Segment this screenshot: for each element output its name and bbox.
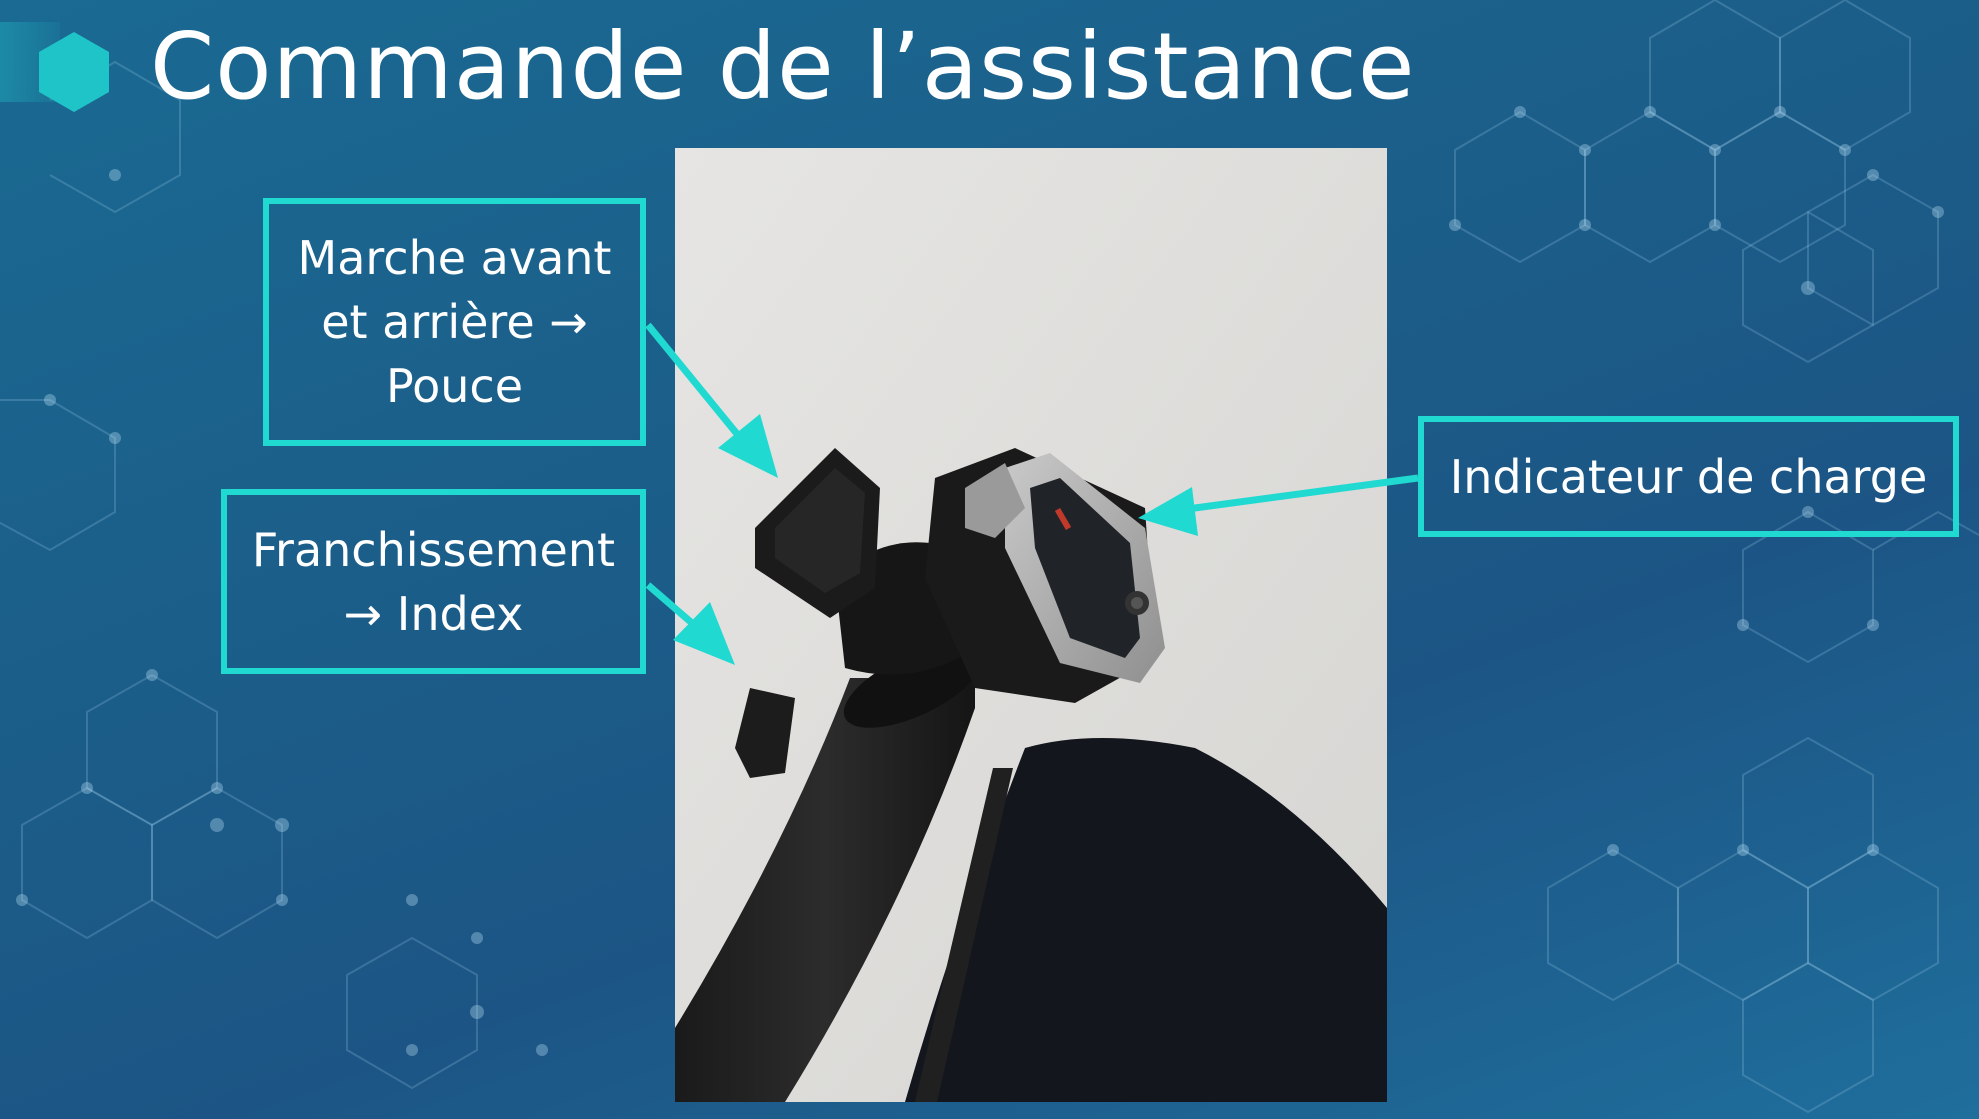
- callout-line: → Index: [343, 586, 524, 641]
- callout-marche-avant-arriere: Marche avant et arrière → Pouce: [263, 198, 646, 446]
- callout-line: Pouce: [386, 359, 523, 413]
- callout-franchissement: Franchissement → Index: [221, 489, 646, 674]
- callout-line: Marche avant: [297, 231, 612, 285]
- callout-line: et arrière →: [321, 295, 588, 349]
- callout-line: Franchissement: [251, 522, 616, 577]
- control-photo: [675, 148, 1387, 1102]
- callout-line: Indicateur de charge: [1449, 449, 1928, 504]
- hexagon-icon: [39, 32, 109, 112]
- slide-title: Commande de l’assistance: [150, 13, 1416, 120]
- callout-indicateur-charge: Indicateur de charge: [1418, 416, 1959, 537]
